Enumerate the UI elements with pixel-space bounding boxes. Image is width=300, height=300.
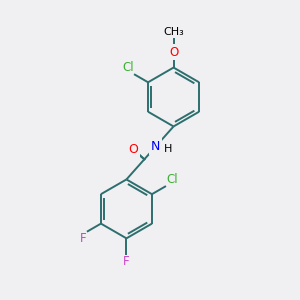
Text: H: H	[164, 144, 172, 154]
Text: Cl: Cl	[166, 173, 178, 186]
Text: CH₃: CH₃	[163, 27, 184, 37]
Text: F: F	[80, 232, 87, 245]
Text: F: F	[123, 254, 130, 268]
Text: O: O	[169, 46, 178, 59]
Text: Cl: Cl	[122, 61, 134, 74]
Text: N: N	[151, 140, 160, 153]
Text: O: O	[128, 142, 138, 156]
